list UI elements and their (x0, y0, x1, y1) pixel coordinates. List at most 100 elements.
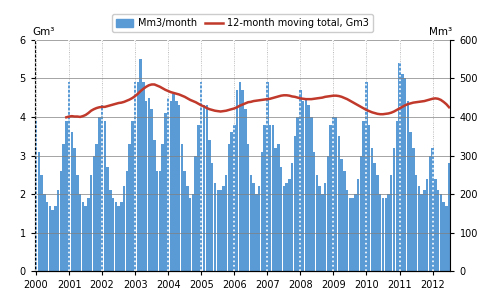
Bar (418, 186, 420, 271)
Bar (57, 190, 59, 271)
Bar (385, 198, 387, 271)
Bar (332, 117, 335, 271)
Bar (137, 82, 139, 271)
Bar (43, 194, 46, 271)
Bar (159, 171, 161, 271)
Bar (307, 105, 310, 271)
Bar (393, 148, 395, 271)
Bar (318, 186, 321, 271)
Bar (189, 198, 192, 271)
Bar (161, 144, 164, 271)
Text: Gm³: Gm³ (33, 27, 55, 37)
Bar (269, 125, 271, 271)
Bar (233, 125, 236, 271)
Bar (429, 156, 431, 271)
Bar (106, 167, 109, 271)
Bar (101, 105, 103, 271)
Bar (150, 109, 153, 271)
Bar (170, 102, 172, 271)
Bar (164, 113, 167, 271)
Bar (142, 82, 145, 271)
Bar (443, 202, 445, 271)
Bar (299, 90, 301, 271)
Bar (128, 144, 131, 271)
Bar (362, 121, 365, 271)
Bar (156, 171, 158, 271)
Bar (109, 190, 111, 271)
Bar (324, 183, 326, 271)
Bar (346, 190, 348, 271)
Bar (401, 74, 403, 271)
Bar (258, 186, 260, 271)
Bar (423, 190, 426, 271)
Bar (354, 194, 357, 271)
Bar (90, 175, 93, 271)
Bar (360, 156, 362, 271)
Bar (186, 186, 189, 271)
Bar (228, 144, 230, 271)
Bar (288, 179, 291, 271)
Bar (341, 160, 343, 271)
Bar (195, 156, 197, 271)
Bar (291, 163, 294, 271)
Bar (205, 105, 208, 271)
Bar (54, 206, 56, 271)
Bar (409, 132, 412, 271)
Bar (65, 121, 67, 271)
Bar (96, 144, 98, 271)
Bar (396, 121, 398, 271)
Bar (134, 82, 137, 271)
Bar (379, 194, 382, 271)
Bar (76, 175, 79, 271)
Bar (371, 148, 373, 271)
Bar (404, 78, 406, 271)
Bar (93, 156, 95, 271)
Bar (316, 175, 318, 271)
Bar (126, 171, 128, 271)
Bar (280, 167, 282, 271)
Bar (241, 90, 244, 271)
Bar (313, 152, 315, 271)
Bar (225, 175, 227, 271)
Bar (335, 117, 338, 271)
Bar (200, 82, 202, 271)
Bar (181, 144, 183, 271)
Bar (120, 202, 123, 271)
Bar (153, 140, 155, 271)
Bar (40, 175, 43, 271)
Bar (260, 152, 263, 271)
Bar (302, 102, 304, 271)
Bar (434, 179, 437, 271)
Bar (98, 117, 100, 271)
Bar (73, 148, 76, 271)
Bar (214, 183, 216, 271)
Bar (148, 98, 150, 271)
Bar (283, 186, 285, 271)
Bar (274, 148, 277, 271)
Bar (412, 148, 414, 271)
Bar (286, 183, 288, 271)
Bar (249, 175, 252, 271)
Bar (255, 194, 257, 271)
Bar (46, 202, 49, 271)
Bar (112, 198, 114, 271)
Bar (426, 179, 428, 271)
Bar (263, 125, 266, 271)
Bar (390, 175, 393, 271)
Bar (351, 198, 354, 271)
Bar (365, 82, 368, 271)
Bar (184, 171, 186, 271)
Bar (382, 198, 384, 271)
Bar (79, 194, 81, 271)
Bar (167, 98, 169, 271)
Bar (239, 82, 241, 271)
Bar (266, 82, 269, 271)
Bar (71, 132, 73, 271)
Bar (123, 186, 125, 271)
Bar (35, 121, 37, 271)
Bar (62, 144, 65, 271)
Bar (82, 202, 84, 271)
Bar (197, 125, 199, 271)
Bar (103, 121, 106, 271)
Bar (230, 132, 233, 271)
